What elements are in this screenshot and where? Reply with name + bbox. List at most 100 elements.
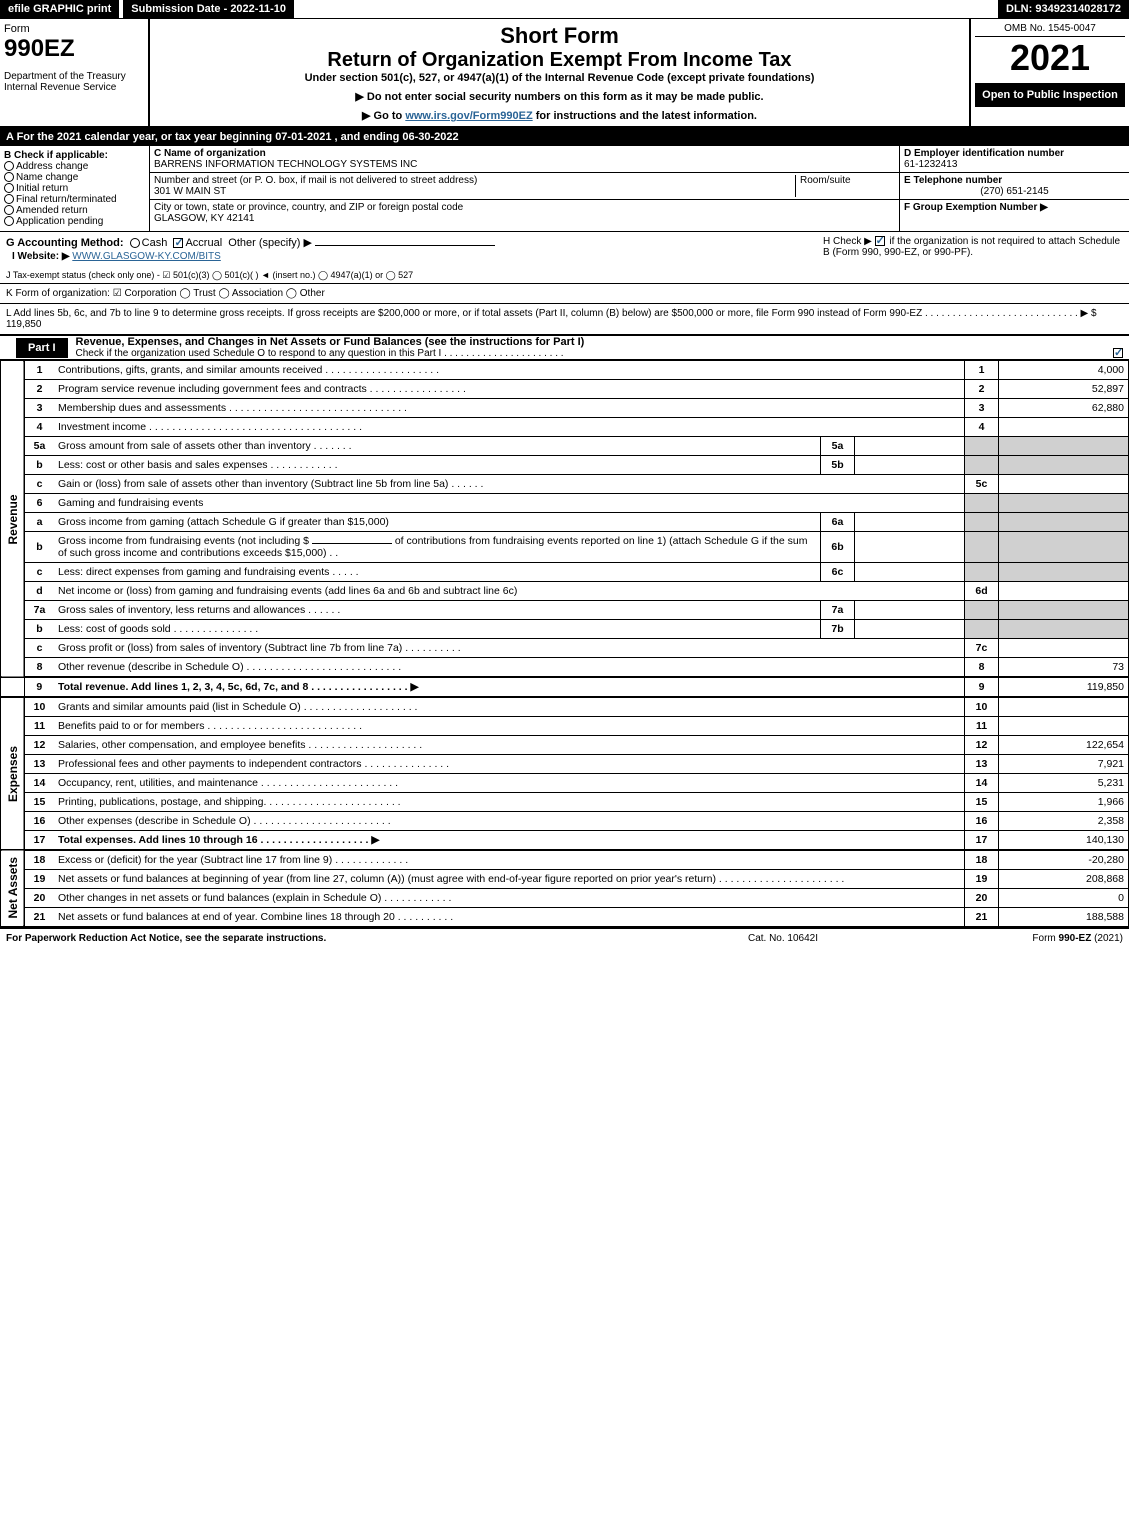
out-num: 10 bbox=[965, 697, 999, 717]
out-num: 14 bbox=[965, 774, 999, 793]
g-line: G Accounting Method: Cash Accrual Other … bbox=[6, 236, 823, 249]
line-13-val: 7,921 bbox=[999, 755, 1129, 774]
cat-no: Cat. No. 10642I bbox=[643, 933, 923, 944]
b-opt-4-label: Amended return bbox=[16, 205, 88, 216]
line-num: 10 bbox=[24, 697, 54, 717]
under-section: Under section 501(c), 527, or 4947(a)(1)… bbox=[158, 72, 961, 84]
line-15-val: 1,966 bbox=[999, 793, 1129, 812]
line-num: 7a bbox=[24, 601, 54, 620]
radio-icon[interactable] bbox=[130, 238, 140, 248]
g-label: G Accounting Method: bbox=[6, 237, 124, 249]
form-no-bold: 990-EZ bbox=[1059, 933, 1092, 944]
section-GH: G Accounting Method: Cash Accrual Other … bbox=[0, 232, 1129, 268]
tel-label: E Telephone number bbox=[904, 175, 1125, 186]
out-num: 15 bbox=[965, 793, 999, 812]
line-7c-desc: Gross profit or (loss) from sales of inv… bbox=[54, 639, 965, 658]
line-18-desc: Excess or (deficit) for the year (Subtra… bbox=[54, 850, 965, 870]
c-city-label: City or town, state or province, country… bbox=[154, 202, 895, 213]
line-7b-desc: Less: cost of goods sold . . . . . . . .… bbox=[54, 620, 821, 639]
line-21-desc: Net assets or fund balances at end of ye… bbox=[54, 908, 965, 927]
line-6b-val bbox=[855, 532, 965, 563]
header-left: Form 990EZ Department of the Treasury In… bbox=[0, 19, 150, 126]
ein-label: D Employer identification number bbox=[904, 148, 1125, 159]
sub-num: 5b bbox=[821, 456, 855, 475]
form-no-footer: Form 990-EZ (2021) bbox=[923, 933, 1123, 944]
out-num: 5c bbox=[965, 475, 999, 494]
sub-num: 5a bbox=[821, 437, 855, 456]
radio-icon[interactable] bbox=[4, 172, 14, 182]
line-7a-val bbox=[855, 601, 965, 620]
top-bar: efile GRAPHIC print Submission Date - 20… bbox=[0, 0, 1129, 19]
part1-title: Revenue, Expenses, and Changes in Net As… bbox=[68, 336, 1129, 348]
d-grp: F Group Exemption Number ▶ bbox=[900, 200, 1129, 215]
l-text: L Add lines 5b, 6c, and 7b to line 9 to … bbox=[6, 308, 1088, 319]
line-17-val: 140,130 bbox=[999, 831, 1129, 851]
side-label-expenses: Expenses bbox=[1, 697, 25, 850]
line-16-val: 2,358 bbox=[999, 812, 1129, 831]
line-7c-val bbox=[999, 639, 1129, 658]
checkbox-icon[interactable] bbox=[173, 238, 183, 248]
note-ssn: ▶ Do not enter social security numbers o… bbox=[158, 90, 961, 103]
dln-label: DLN: 93492314028172 bbox=[998, 0, 1129, 18]
checkbox-icon[interactable] bbox=[875, 236, 885, 246]
part1-header: Part I Revenue, Expenses, and Changes in… bbox=[0, 336, 1129, 360]
col-B: B Check if applicable: Address change Na… bbox=[0, 146, 150, 231]
radio-icon[interactable] bbox=[4, 205, 14, 215]
grey-cell bbox=[999, 513, 1129, 532]
g-other-line bbox=[315, 245, 495, 246]
submission-date: Submission Date - 2022-11-10 bbox=[123, 0, 294, 18]
part1-sub: Check if the organization used Schedule … bbox=[68, 348, 1129, 359]
line-12-val: 122,654 bbox=[999, 736, 1129, 755]
radio-icon[interactable] bbox=[4, 216, 14, 226]
line-6d-val bbox=[999, 582, 1129, 601]
c-street-row: Number and street (or P. O. box, if mail… bbox=[150, 173, 899, 200]
line-10-val bbox=[999, 697, 1129, 717]
line-num: b bbox=[24, 620, 54, 639]
b-opt-0: Address change bbox=[4, 161, 145, 172]
out-num: 16 bbox=[965, 812, 999, 831]
irs-link[interactable]: www.irs.gov/Form990EZ bbox=[405, 110, 532, 122]
grey-cell bbox=[965, 601, 999, 620]
line-num: c bbox=[24, 563, 54, 582]
checkbox-icon[interactable] bbox=[1113, 348, 1123, 358]
line-6b-desc: Gross income from fundraising events (no… bbox=[54, 532, 821, 563]
website-link[interactable]: WWW.GLASGOW-KY.COM/BITS bbox=[72, 251, 221, 262]
line-20-val: 0 bbox=[999, 889, 1129, 908]
radio-icon[interactable] bbox=[4, 194, 14, 204]
line-num: 15 bbox=[24, 793, 54, 812]
line-num: 5a bbox=[24, 437, 54, 456]
form-no-post: (2021) bbox=[1094, 933, 1123, 944]
line-num: 6 bbox=[24, 494, 54, 513]
line-num: 8 bbox=[24, 658, 54, 678]
c-name-label: C Name of organization bbox=[154, 148, 895, 159]
line-14-desc: Occupancy, rent, utilities, and maintena… bbox=[54, 774, 965, 793]
part1-label: Part I bbox=[16, 338, 68, 358]
efile-button[interactable]: efile GRAPHIC print bbox=[0, 0, 119, 18]
d-ein: D Employer identification number 61-1232… bbox=[900, 146, 1129, 173]
grey-cell bbox=[999, 494, 1129, 513]
line-6-desc: Gaming and fundraising events bbox=[54, 494, 965, 513]
line-6d-desc: Net income or (loss) from gaming and fun… bbox=[54, 582, 965, 601]
line-num: a bbox=[24, 513, 54, 532]
out-num: 9 bbox=[965, 677, 999, 697]
line-A: A For the 2021 calendar year, or tax yea… bbox=[0, 128, 1129, 146]
line-8-desc: Other revenue (describe in Schedule O) .… bbox=[54, 658, 965, 678]
section-J: J Tax-exempt status (check only one) - ☑… bbox=[0, 268, 1129, 284]
out-num: 2 bbox=[965, 380, 999, 399]
line-20-desc: Other changes in net assets or fund bala… bbox=[54, 889, 965, 908]
grey-cell bbox=[965, 563, 999, 582]
line-num: b bbox=[24, 532, 54, 563]
i-label: I Website: ▶ bbox=[12, 251, 70, 262]
line-1-val: 4,000 bbox=[999, 361, 1129, 380]
out-num: 4 bbox=[965, 418, 999, 437]
c-name-row: C Name of organization BARRENS INFORMATI… bbox=[150, 146, 899, 173]
line-num: c bbox=[24, 475, 54, 494]
line-4-desc: Investment income . . . . . . . . . . . … bbox=[54, 418, 965, 437]
c-city-row: City or town, state or province, country… bbox=[150, 200, 899, 226]
radio-icon[interactable] bbox=[4, 183, 14, 193]
radio-icon[interactable] bbox=[4, 161, 14, 171]
line-num: 21 bbox=[24, 908, 54, 927]
line-num: 19 bbox=[24, 870, 54, 889]
grey-cell bbox=[999, 532, 1129, 563]
org-street: 301 W MAIN ST bbox=[154, 186, 795, 197]
